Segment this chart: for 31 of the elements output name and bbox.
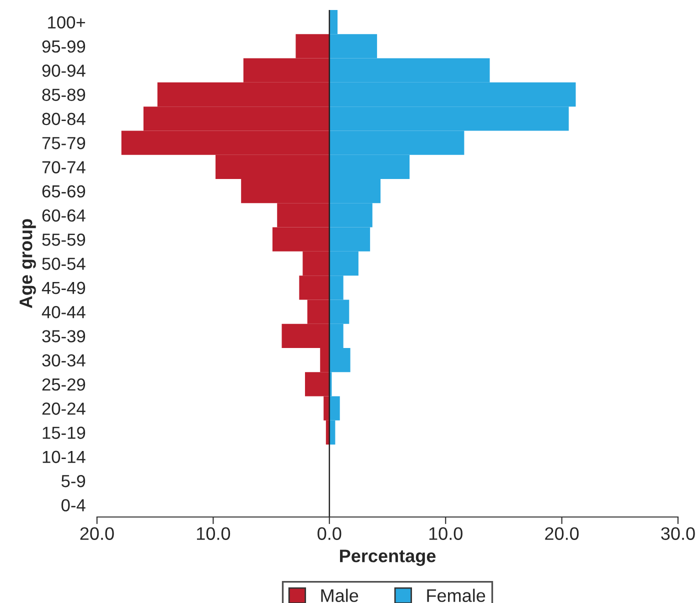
y-tick-label: 30-34 [42, 354, 86, 367]
y-axis-title: Age group [20, 219, 36, 308]
y-tick-label: 40-44 [42, 306, 86, 318]
y-tick-label: 60-64 [42, 209, 86, 222]
legend-label: Female [427, 588, 486, 602]
x-tick-label: 0.0 [318, 527, 342, 540]
y-tick-label: 50-54 [42, 258, 86, 270]
legend-label: Male [321, 588, 358, 602]
y-tick-label: 80-84 [42, 112, 86, 126]
x-axis-title: Percentage [340, 550, 436, 566]
x-tick-label: 20.0 [80, 527, 114, 540]
y-tick-label: 100+ [48, 16, 86, 29]
y-tick-label: 0-4 [61, 499, 86, 512]
y-tick-label: 10-14 [42, 450, 86, 464]
y-tick-label: 95-99 [42, 40, 86, 53]
y-tick-label: 90-94 [42, 64, 86, 77]
y-tick-label: 45-49 [42, 282, 86, 294]
x-tick-label: 10.0 [429, 527, 462, 540]
y-tick-label: 75-79 [42, 136, 86, 150]
y-tick-label: 65-69 [42, 185, 86, 198]
x-tick-label: 10.0 [197, 527, 230, 540]
y-tick-label: 85-89 [42, 88, 86, 101]
y-tick-label: 35-39 [42, 330, 86, 342]
y-tick-label: 20-24 [42, 402, 86, 415]
x-tick-label: 30.0 [661, 527, 695, 540]
y-tick-label: 15-19 [42, 426, 86, 439]
y-tick-label: 5-9 [61, 474, 86, 488]
y-tick-label: 55-59 [42, 234, 86, 246]
x-tick-label: 20.0 [545, 527, 579, 540]
y-tick-label: 70-74 [42, 161, 86, 174]
y-tick-label: 25-29 [42, 378, 86, 391]
